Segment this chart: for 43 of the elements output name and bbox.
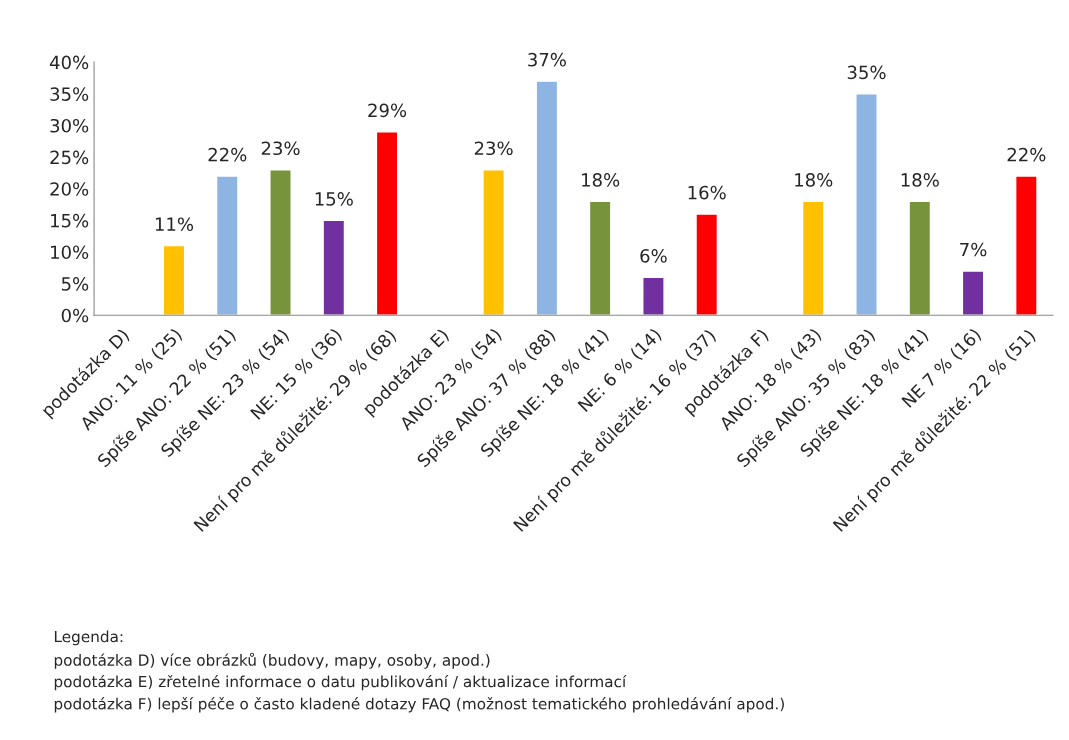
bar (535, 80, 559, 316)
y-tick-label: 0% (61, 308, 89, 323)
text: podotázka F) lepší péče o často kladené dotazy FAQ (možnost tematického prohledávání apod.) (54, 697, 784, 713)
data-label: 15% (315, 192, 353, 206)
bar (215, 175, 239, 316)
data-label: 18% (795, 173, 833, 187)
bar (695, 213, 719, 316)
y-tick-label: 20% (50, 182, 89, 196)
data-label: 35% (847, 65, 886, 80)
data-label: 37% (528, 52, 566, 67)
data-label: 23% (261, 141, 300, 156)
y-tick-label: 30% (50, 118, 89, 133)
y-tick-label: 5% (61, 277, 89, 291)
data-label: 6% (640, 249, 667, 263)
data-label: 23% (474, 141, 513, 156)
y-tick-label: 35% (50, 87, 89, 101)
data-label: 7% (960, 242, 987, 257)
text: podotázka E) zřetelné informace o datu publikování / aktualizace informací (54, 674, 627, 691)
bar (588, 200, 612, 316)
data-label: 11% (155, 217, 194, 232)
bar (855, 93, 878, 316)
data-label: 29% (368, 103, 407, 118)
y-tick-label: 40% (49, 55, 89, 70)
bar (801, 200, 825, 316)
bar (961, 270, 985, 316)
data-label: 16% (688, 185, 726, 200)
text: Legenda: (54, 630, 123, 646)
text: podotázka D) více obrázků (budovy, mapy, osoby, apod.) (54, 652, 490, 669)
bar (908, 200, 932, 316)
data-label: 22% (208, 147, 247, 162)
bar (642, 276, 665, 316)
bar (269, 169, 292, 316)
y-tick-label: 25% (50, 150, 89, 165)
data-label: 18% (582, 173, 620, 187)
data-label: 18% (901, 173, 939, 187)
y-tick-label: 10% (51, 245, 89, 260)
bar (322, 219, 346, 316)
y-tick-label: 15% (51, 213, 89, 228)
data-label: 22% (1007, 147, 1046, 162)
bar (482, 169, 505, 316)
bar (375, 131, 399, 316)
bar (1014, 175, 1038, 316)
bar (162, 244, 186, 316)
